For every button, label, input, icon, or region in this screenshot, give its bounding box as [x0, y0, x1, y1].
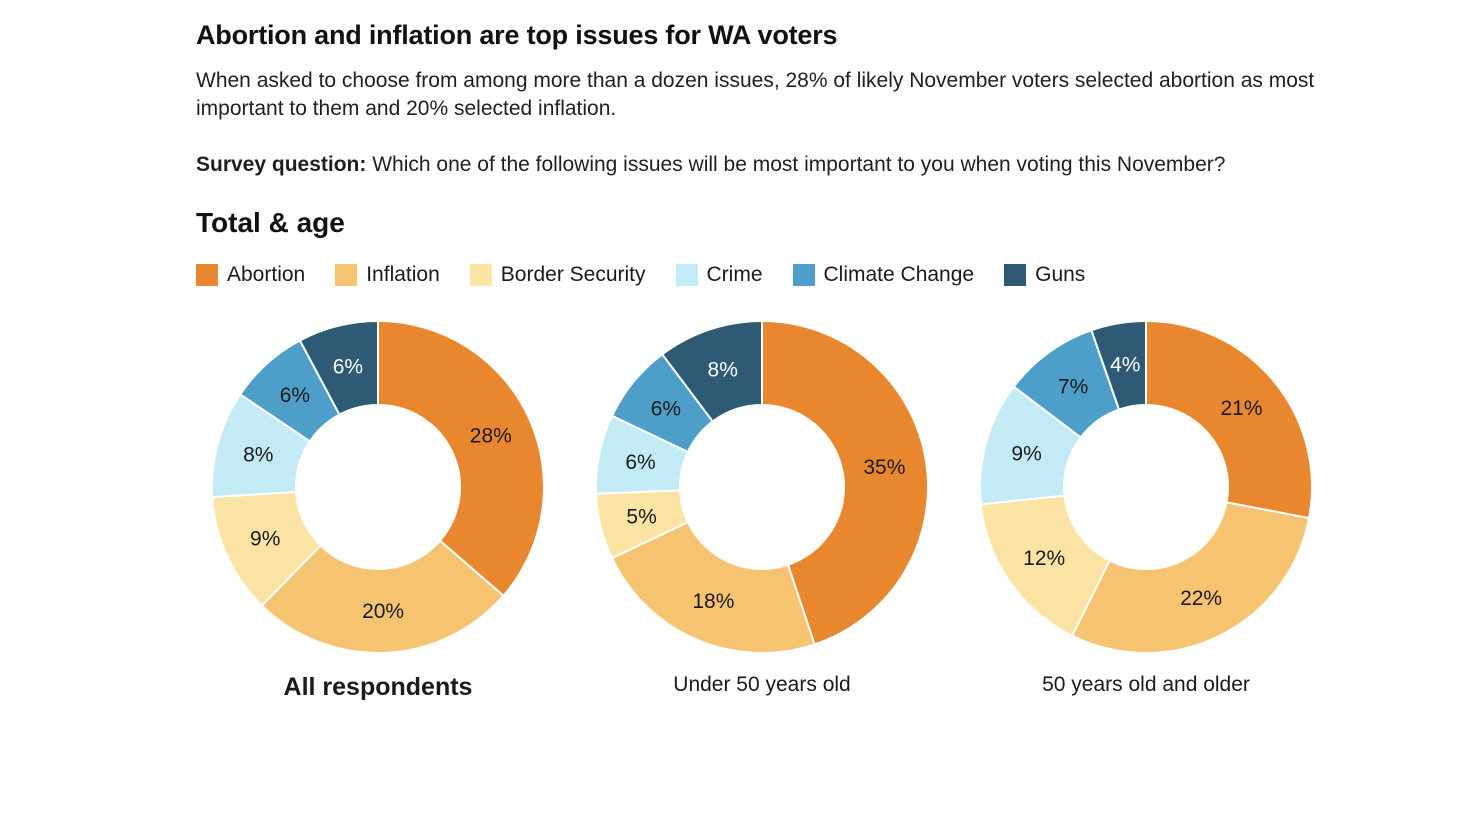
legend-label-abortion: Abortion — [227, 262, 306, 286]
segment-guns — [298, 319, 379, 416]
legend-item-climate-change: Climate Change — [792, 262, 975, 287]
segment-value-label-guns: 4% — [1110, 353, 1140, 376]
chart-caption-all-respondents: All respondents — [283, 672, 473, 701]
segment-value-label-guns: 8% — [708, 358, 738, 381]
segment-value-label-inflation: 22% — [1180, 587, 1222, 610]
legend-label-inflation: Inflation — [366, 262, 440, 286]
segment-value-label-crime: 6% — [625, 451, 655, 474]
segment-value-label-inflation: 18% — [692, 590, 734, 613]
segment-abortion — [761, 319, 929, 646]
legend-swatch-guns — [1004, 263, 1027, 286]
legend-label-climate-change: Climate Change — [823, 262, 975, 286]
legend-label-guns: Guns — [1035, 262, 1086, 286]
legend-item-border-security: Border Security — [469, 262, 646, 287]
legend-swatch-inflation — [335, 263, 358, 286]
survey-question-text: Which one of the following issues will b… — [366, 152, 1226, 176]
donut-svg-under-50-years-old: 35% 18% 5% 6% 6% 8% — [595, 319, 929, 654]
chart-title: Abortion and inflation are top issues fo… — [196, 20, 838, 50]
segment-value-label-climate-change: 7% — [1058, 375, 1088, 398]
segment-value-label-crime: 8% — [243, 443, 273, 466]
segment-inflation — [260, 539, 505, 654]
segment-inflation — [610, 520, 816, 654]
segment-border-security — [979, 494, 1111, 637]
segment-abortion — [1145, 319, 1314, 520]
donut-chart-all-respondents: 28% 20% 9% 8% 6% 6% All respondents — [208, 317, 548, 702]
segment-guns — [1090, 319, 1147, 411]
legend-label-border-security: Border Security — [500, 262, 646, 286]
donut-svg-50-years-old-and-older: 21% 22% 12% 9% 7% 4% — [979, 319, 1314, 654]
chart-caption-under-50-years-old: Under 50 years old — [673, 672, 851, 696]
donut-chart-50-years-old-and-older: 21% 22% 12% 9% 7% 4% 50 years old and older — [976, 317, 1316, 697]
segment-value-label-inflation: 20% — [362, 600, 404, 623]
segment-value-label-climate-change: 6% — [280, 384, 310, 407]
segment-value-label-climate-change: 6% — [651, 397, 681, 420]
legend-item-abortion: Abortion — [196, 263, 305, 287]
segment-value-label-abortion: 28% — [470, 424, 512, 447]
legend-swatch-border-security — [469, 263, 492, 286]
survey-question: Survey question: Which one of the follow… — [196, 151, 1321, 179]
legend-item-inflation: Inflation — [335, 263, 440, 287]
segment-value-label-abortion: 35% — [863, 456, 905, 479]
legend-swatch-climate-change — [792, 263, 815, 286]
chart-subtitle: When asked to choose from among more tha… — [196, 69, 1315, 120]
section-title: Total & age — [196, 206, 345, 238]
chart-caption-50-years-old-and-older: 50 years old and older — [1042, 672, 1250, 696]
legend-swatch-abortion — [196, 263, 218, 286]
segment-value-label-guns: 6% — [333, 355, 363, 378]
donut-chart-under-50-years-old: 35% 18% 5% 6% 6% 8% Under 50 years old — [592, 317, 932, 697]
segment-inflation — [1070, 500, 1311, 654]
segment-value-label-border-security: 9% — [250, 527, 280, 550]
segment-guns — [660, 319, 763, 423]
segment-value-label-crime: 9% — [1011, 442, 1041, 465]
survey-question-label: Survey question: — [196, 152, 367, 176]
donut-svg-all-respondents: 28% 20% 9% 8% 6% 6% — [210, 319, 545, 654]
legend-label-crime: Crime — [706, 262, 763, 286]
segment-value-label-border-security: 5% — [626, 505, 656, 528]
legend: Abortion Inflation Border Security Crime Cli… — [196, 263, 1436, 287]
legend-swatch-crime — [675, 263, 698, 286]
legend-item-guns: Guns — [1004, 263, 1085, 287]
segment-abortion — [377, 319, 545, 597]
segment-value-label-border-security: 12% — [1023, 547, 1065, 570]
legend-item-crime: Crime — [675, 262, 763, 287]
donut-charts-row: 28% 20% 9% 8% 6% 6% All respondents 35% 18% 5% 6% 6… — [208, 317, 1436, 702]
segment-value-label-abortion: 21% — [1220, 397, 1262, 420]
